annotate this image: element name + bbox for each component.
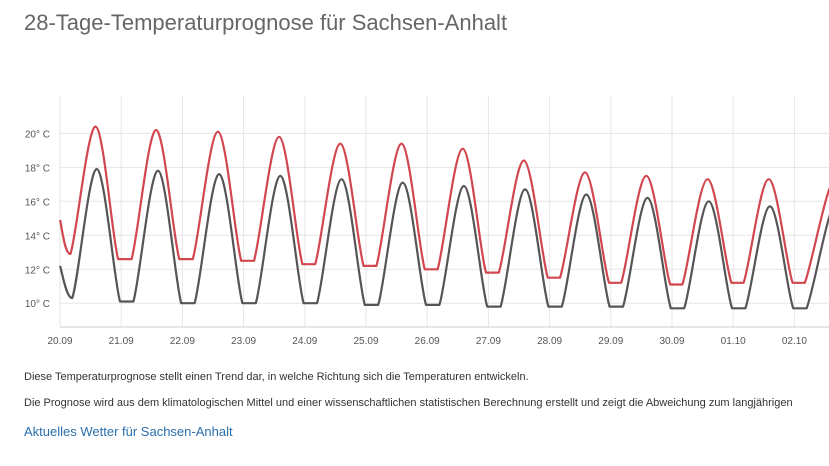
y-tick-label: 16° C xyxy=(25,197,50,208)
x-tick-label: 21.09 xyxy=(109,336,134,347)
x-tick-label: 28.09 xyxy=(537,336,562,347)
chart-series xyxy=(58,125,829,310)
max-temperature-line xyxy=(58,125,829,286)
y-tick-label: 20° C xyxy=(25,129,50,140)
x-tick-label: 24.09 xyxy=(292,336,317,347)
temperature-chart: 10° C 12° C 14° C 16° C 18° C 20° C 20.09 21.0… xyxy=(25,96,829,347)
page-title: 28-Tage-Temperaturprognose für Sachsen-A… xyxy=(24,10,508,35)
x-tick-label: 22.09 xyxy=(170,336,195,347)
chart-methodology-note: Die Prognose wird aus dem klimatologisch… xyxy=(24,397,793,409)
x-tick-label: 26.09 xyxy=(415,336,440,347)
x-tick-label: 01.10 xyxy=(721,336,746,347)
y-tick-label: 12° C xyxy=(25,265,50,276)
x-tick-label: 27.09 xyxy=(476,336,501,347)
y-tick-label: 18° C xyxy=(25,163,50,174)
x-tick-label: 30.09 xyxy=(659,336,684,347)
y-tick-label: 14° C xyxy=(25,231,50,242)
x-tick-label: 25.09 xyxy=(353,336,378,347)
chart-description: Diese Temperaturprognose stellt einen Tr… xyxy=(24,371,529,383)
x-tick-label: 23.09 xyxy=(231,336,256,347)
x-tick-label: 29.09 xyxy=(598,336,623,347)
current-weather-link[interactable]: Aktuelles Wetter für Sachsen-Anhalt xyxy=(24,424,233,439)
x-tick-label: 02.10 xyxy=(782,336,807,347)
min-temperature-line xyxy=(58,167,829,310)
y-axis-labels: 10° C 12° C 14° C 16° C 18° C 20° C xyxy=(25,129,50,310)
x-axis-labels: 20.09 21.09 22.09 23.09 24.09 25.09 26.09 27.09… xyxy=(47,336,807,347)
y-tick-label: 10° C xyxy=(25,299,50,310)
x-tick-label: 20.09 xyxy=(47,336,72,347)
